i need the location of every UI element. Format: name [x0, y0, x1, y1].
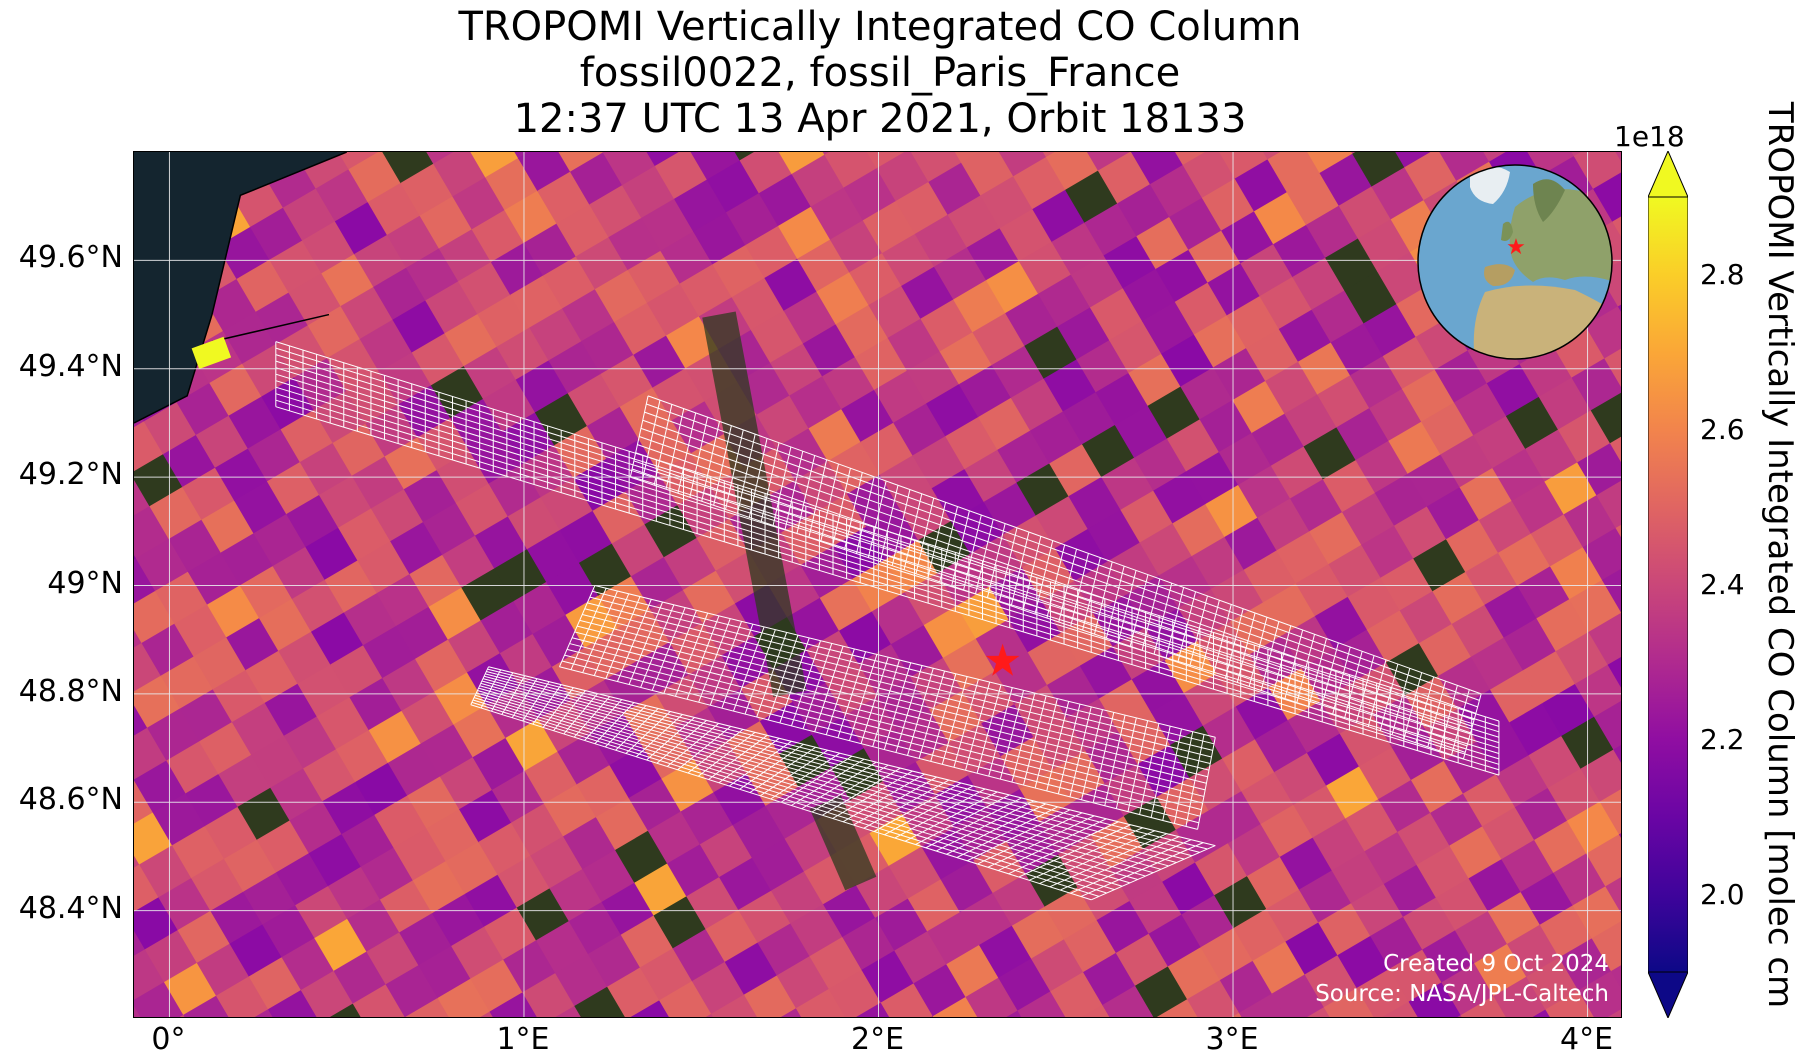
colorbar-extend-max	[1648, 151, 1688, 198]
sea-area	[134, 152, 347, 423]
x-tick-label: 3°E	[1205, 1022, 1259, 1057]
gridlines	[134, 152, 1621, 1017]
colorbar-label: TROPOMI Vertically Integrated CO Column …	[1760, 101, 1799, 1009]
vegetation-strip-1	[809, 795, 877, 891]
globe-inset: ★	[1417, 164, 1613, 360]
colorbar-exponent: 1e18	[1614, 120, 1685, 153]
target-marker-star: ★	[983, 635, 1022, 686]
colorbar	[1648, 151, 1688, 1018]
map-panel[interactable]: ★ Created 9 Oct 2024 Source: NASA/JPL-Ca…	[133, 151, 1622, 1018]
x-tick-label: 0°	[151, 1022, 186, 1057]
high-value-pixel	[191, 336, 232, 370]
britain-land	[1501, 221, 1513, 241]
colorbar-tick-label: 2.2	[1700, 722, 1745, 756]
title-line-1: TROPOMI Vertically Integrated CO Column	[458, 4, 1302, 50]
y-tick-label: 48.6°N	[18, 782, 123, 818]
colorbar-tick-label: 2.0	[1700, 877, 1745, 911]
co-pixel-grid	[134, 152, 1621, 1017]
inset-target-marker: ★	[1506, 235, 1526, 260]
europe-land	[1509, 189, 1612, 282]
y-tick-label: 49.6°N	[18, 240, 123, 276]
iberia-land	[1484, 264, 1515, 287]
source-credit: Source: NASA/JPL-Caltech	[1315, 981, 1609, 1007]
y-tick-label: 49°N	[47, 565, 123, 601]
footprint-swath-3	[558, 585, 1216, 830]
map-canvas: ★	[134, 152, 1621, 1017]
y-tick-label: 48.8°N	[18, 673, 123, 709]
x-tick-label: 1°E	[496, 1022, 550, 1057]
title-line-2: fossil0022, fossil_Paris_France	[579, 50, 1181, 96]
footprint-swath-4	[470, 666, 1216, 901]
created-credit: Created 9 Oct 2024	[1383, 951, 1609, 977]
footprint-swath-2	[629, 395, 1482, 760]
x-tick-label: 4°E	[1560, 1022, 1614, 1057]
colorbar-tick-label: 2.8	[1700, 257, 1745, 291]
colorbar-tick-label: 2.6	[1700, 412, 1745, 446]
y-tick-label: 48.4°N	[18, 890, 123, 926]
scandinavia-land	[1533, 179, 1565, 222]
title-line-3: 12:37 UTC 13 Apr 2021, Orbit 18133	[513, 96, 1247, 142]
colorbar-extend-min	[1648, 971, 1688, 1018]
x-tick-label: 2°E	[850, 1022, 905, 1057]
y-tick-label: 49.2°N	[18, 457, 123, 493]
colorbar-gradient	[1648, 196, 1688, 973]
y-tick-label: 49.4°N	[18, 348, 123, 384]
greenland-land	[1470, 166, 1510, 204]
colorbar-tick-label: 2.4	[1700, 567, 1745, 601]
